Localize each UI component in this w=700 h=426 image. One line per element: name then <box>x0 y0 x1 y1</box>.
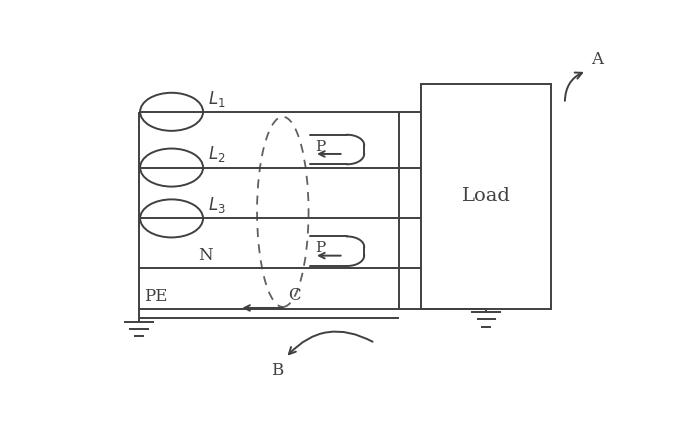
Text: $L_3$: $L_3$ <box>209 195 226 215</box>
Text: $L_1$: $L_1$ <box>209 89 226 109</box>
Text: PE: PE <box>144 288 168 305</box>
Text: C: C <box>288 287 301 304</box>
Bar <box>421 84 552 308</box>
Text: P: P <box>315 241 326 255</box>
Text: B: B <box>272 362 284 379</box>
Text: A: A <box>591 51 603 68</box>
Text: N: N <box>197 248 212 264</box>
Text: $L_2$: $L_2$ <box>209 144 226 164</box>
Text: P: P <box>315 140 326 154</box>
Text: Load: Load <box>462 187 511 205</box>
